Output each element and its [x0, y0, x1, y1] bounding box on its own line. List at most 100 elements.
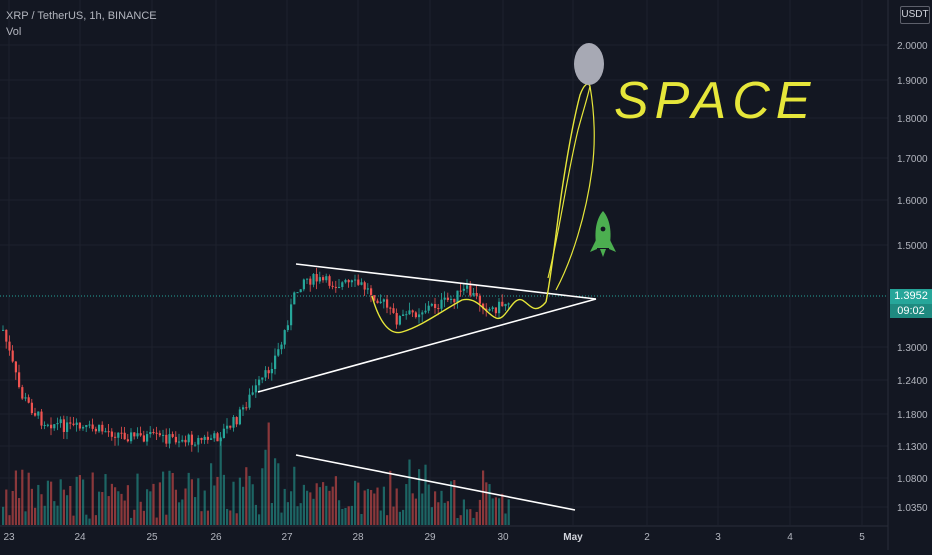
candle-body: [210, 438, 213, 440]
volume-trendline: [295, 454, 576, 511]
volume-bar: [331, 486, 334, 525]
volume-bar: [344, 507, 347, 525]
volume-bar: [216, 476, 219, 525]
currency-badge[interactable]: USDT: [900, 6, 930, 24]
volume-bar: [34, 507, 37, 525]
volume-bar: [178, 502, 181, 525]
volume-bar: [155, 517, 158, 525]
candle-body: [24, 397, 27, 399]
candle-body: [318, 277, 321, 282]
candle-body: [139, 433, 142, 436]
candle-body: [53, 424, 56, 429]
candle-body: [286, 325, 289, 331]
volume-bar: [146, 489, 149, 525]
volume-bar: [469, 509, 472, 525]
candle-body: [126, 439, 129, 442]
volume-bar: [46, 480, 49, 525]
volume-bar: [338, 500, 341, 525]
candle-body: [155, 432, 158, 434]
volume-bar: [354, 480, 357, 525]
volume-bar: [222, 474, 225, 525]
volume-bar: [450, 481, 453, 525]
candle-body: [491, 307, 494, 309]
volume-bar: [254, 504, 257, 525]
candle-body: [386, 299, 389, 308]
space-annotation-text: SPACE: [614, 72, 816, 130]
candle-body: [277, 349, 280, 356]
candle-body: [507, 303, 510, 305]
volume-bar: [478, 499, 481, 525]
volume-bar: [258, 514, 261, 525]
volume-bar: [475, 511, 478, 525]
volume-bar: [194, 497, 197, 525]
triangle-lower-trendline: [257, 298, 597, 393]
candle-body: [75, 422, 78, 425]
candle-body: [2, 329, 5, 331]
volume-bar: [382, 486, 385, 525]
candle-body: [296, 292, 299, 294]
candle-body: [270, 368, 273, 374]
volume-bar: [347, 506, 350, 525]
volume-bar: [443, 502, 446, 525]
candle-body: [456, 290, 459, 303]
candle-body: [306, 278, 309, 280]
candle-body: [162, 434, 165, 436]
volume-bar: [466, 509, 469, 525]
candle-body: [344, 279, 347, 283]
candle-body: [443, 297, 446, 300]
volume-bar: [219, 436, 222, 525]
volume-bar: [210, 463, 213, 525]
volume-bar: [251, 484, 254, 525]
candle-body: [469, 285, 472, 296]
candle-body: [504, 304, 507, 307]
candle-body: [37, 411, 40, 416]
volume-bar: [104, 474, 107, 525]
volume-indicator-label[interactable]: Vol: [6, 26, 22, 38]
volume-bar: [94, 515, 97, 525]
candle-body: [107, 431, 110, 433]
volume-bar: [318, 487, 321, 525]
volume-bar: [53, 501, 56, 525]
candle-body: [338, 286, 341, 288]
candle-body: [373, 295, 376, 301]
candle-body: [235, 417, 238, 425]
candle-body: [283, 330, 286, 345]
volume-bar: [363, 490, 366, 525]
volume-bar: [392, 506, 395, 525]
candle-body: [69, 422, 72, 424]
candle-body: [395, 312, 398, 325]
candle-body: [450, 298, 453, 300]
x-tick-label: 28: [352, 532, 364, 543]
candle-body: [203, 436, 206, 440]
volume-bar: [370, 489, 373, 525]
candle-body: [114, 436, 117, 438]
volume-bar: [398, 511, 401, 525]
candle-body: [158, 433, 161, 436]
volume-bar: [171, 472, 174, 525]
volume-bar: [437, 502, 440, 525]
candle-body: [398, 315, 401, 325]
volume-bar: [8, 515, 11, 525]
volume-bar: [126, 485, 129, 525]
rocket-flame: [600, 249, 606, 257]
candle-body: [472, 293, 475, 296]
volume-bar: [181, 499, 184, 525]
volume-bar: [158, 482, 161, 525]
candle-body: [267, 370, 270, 374]
volume-bar: [274, 458, 277, 525]
volume-bar: [328, 490, 331, 525]
candle-body: [56, 423, 59, 425]
volume-bar: [110, 483, 113, 525]
candle-body: [408, 310, 411, 315]
candle-body: [216, 433, 219, 442]
volume-bar: [120, 493, 123, 525]
volume-bar: [245, 467, 248, 525]
candle-body: [43, 425, 46, 427]
candle-body: [389, 307, 392, 309]
volume-bar: [446, 501, 449, 525]
volume-bar: [430, 507, 433, 525]
x-tick-label: 25: [146, 532, 158, 543]
volume-bar: [264, 449, 267, 525]
